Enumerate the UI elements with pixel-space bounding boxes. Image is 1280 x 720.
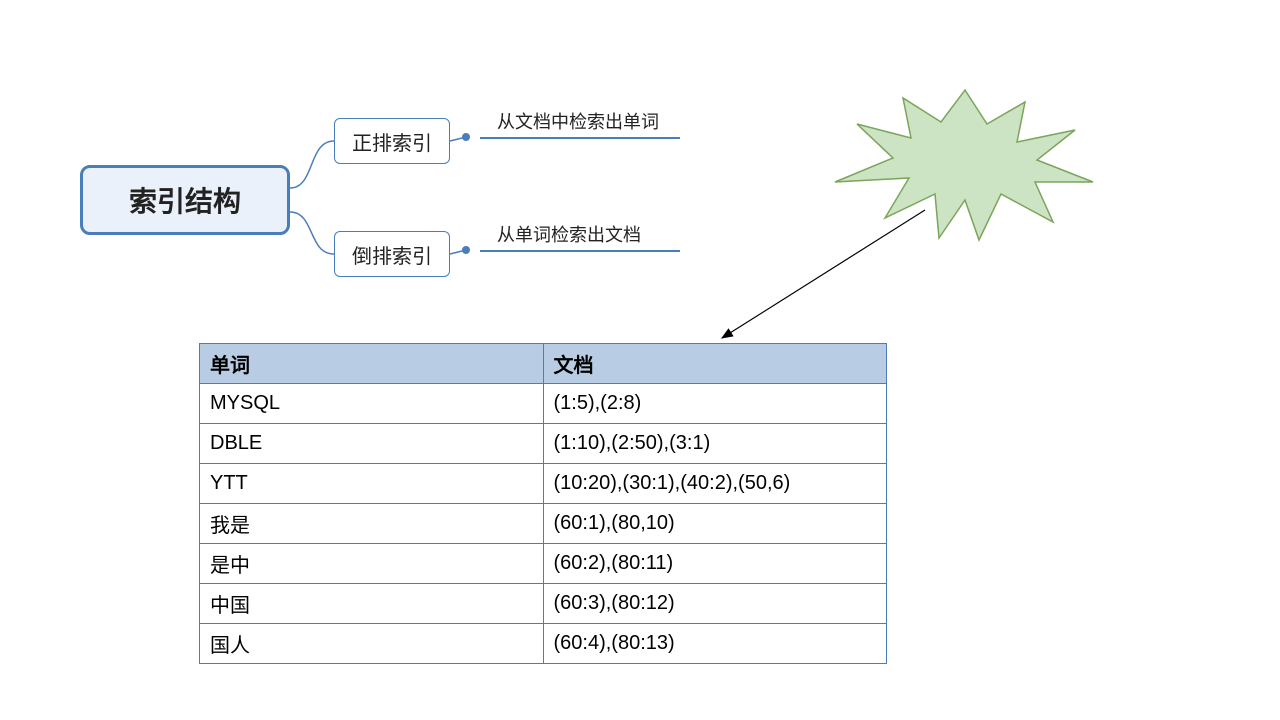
table-header-row: 单词 文档 — [200, 344, 887, 384]
table-cell: 我是 — [200, 504, 544, 544]
table-cell: DBLE — [200, 424, 544, 464]
table-row: MYSQL (1:5),(2:8) — [200, 384, 887, 424]
connector-dot — [462, 133, 470, 141]
callout-label: FTS_DOC_ID：在文档中的位置 — [888, 140, 1042, 179]
table-row: 国人 (60:4),(80:13) — [200, 624, 887, 664]
mindmap-child-forward: 正排索引 — [334, 118, 450, 164]
table-cell: (1:5),(2:8) — [543, 384, 887, 424]
table-cell: 是中 — [200, 544, 544, 584]
table-cell: 中国 — [200, 584, 544, 624]
table-cell: (60:2),(80:11) — [543, 544, 887, 584]
table-header-cell: 单词 — [200, 344, 544, 384]
table-row: 中国 (60:3),(80:12) — [200, 584, 887, 624]
table-cell: (10:20),(30:1),(40:2),(50,6) — [543, 464, 887, 504]
table-header-cell: 文档 — [543, 344, 887, 384]
mindmap-child-inverted: 倒排索引 — [334, 231, 450, 277]
mindmap-root: 索引结构 — [80, 165, 290, 235]
inverted-index-table: 单词 文档 MYSQL (1:5),(2:8) DBLE (1:10),(2:5… — [199, 343, 887, 664]
table-cell: MYSQL — [200, 384, 544, 424]
table-cell: (60:1),(80,10) — [543, 504, 887, 544]
table-cell: (60:4),(80:13) — [543, 624, 887, 664]
table-row: 是中 (60:2),(80:11) — [200, 544, 887, 584]
table-cell: 国人 — [200, 624, 544, 664]
connector-dot — [462, 246, 470, 254]
desc-underline — [480, 250, 680, 252]
table-row: DBLE (1:10),(2:50),(3:1) — [200, 424, 887, 464]
table-cell: (1:10),(2:50),(3:1) — [543, 424, 887, 464]
table-row: 我是 (60:1),(80,10) — [200, 504, 887, 544]
desc-underline — [480, 137, 680, 139]
mindmap-desc-inverted: 从单词检索出文档 — [497, 221, 641, 247]
table-cell: (60:3),(80:12) — [543, 584, 887, 624]
mindmap-desc-forward: 从文档中检索出单词 — [497, 108, 659, 134]
table-cell: YTT — [200, 464, 544, 504]
table-row: YTT (10:20),(30:1),(40:2),(50,6) — [200, 464, 887, 504]
